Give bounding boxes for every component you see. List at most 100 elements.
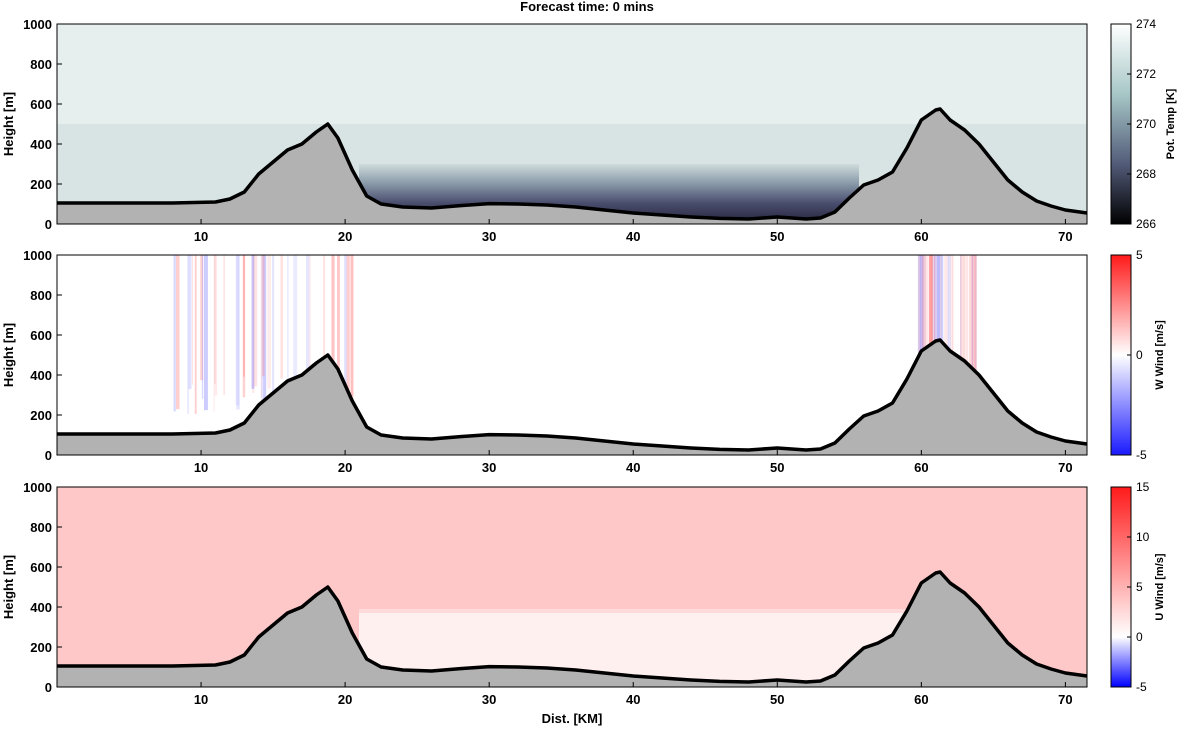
w-wind-streak <box>937 255 941 391</box>
colorbar-tick-label: 268 <box>1136 167 1156 181</box>
terrain-outline <box>57 338 1088 452</box>
w-wind-streak <box>936 255 941 391</box>
w-wind-streak <box>243 255 245 377</box>
colorbar-tick-labels: 274 272 270 268 266 <box>1127 17 1156 231</box>
x-tick-label: 30 <box>482 692 496 707</box>
w-wind-streak <box>971 255 974 413</box>
w-wind-streak <box>308 255 311 397</box>
colorbar-tick-label: 272 <box>1136 67 1156 81</box>
y-tick-labels: 0 200 400 600 800 1000 <box>23 248 62 463</box>
colorbar-tick-label: 274 <box>1136 17 1156 31</box>
w-wind-streak <box>293 255 298 398</box>
x-tick-labels: 10 20 30 40 50 60 70 <box>194 450 1073 475</box>
colorbar-tick-label: 5 <box>1136 580 1143 594</box>
y-axis-label: Height [m] <box>1 323 16 387</box>
x-axis-label: Dist. [KM] <box>542 711 603 726</box>
x-tick-label: 10 <box>194 460 208 475</box>
w-wind-streak <box>223 255 225 396</box>
w-wind-streak <box>974 255 977 412</box>
w-wind-streak <box>262 255 265 377</box>
w-wind-streak <box>194 255 197 415</box>
x-tick-label: 10 <box>194 229 208 244</box>
x-tick-label: 60 <box>914 692 928 707</box>
w-wind-streak <box>280 255 283 379</box>
colorbar-tick-label: 10 <box>1136 530 1150 544</box>
w-wind-streak <box>933 255 935 388</box>
w-wind-streak <box>975 255 977 407</box>
colorbar-tick-label: 266 <box>1136 217 1156 231</box>
field-upper-layer <box>57 24 1087 124</box>
x-tick-label: 70 <box>1058 460 1072 475</box>
w-wind-streak <box>235 255 240 406</box>
y-tick-labels: 0 200 400 600 800 1000 <box>23 480 62 695</box>
w-wind-streak <box>173 255 176 412</box>
terrain <box>57 572 1087 687</box>
w-wind-streak <box>945 255 949 412</box>
w-wind-streak <box>960 255 962 402</box>
terrain <box>57 109 1087 224</box>
y-tick-label: 600 <box>30 560 52 575</box>
x-tick-label: 70 <box>1058 229 1072 244</box>
y-tick-label: 800 <box>30 288 52 303</box>
w-wind-streak <box>932 255 936 396</box>
w-wind-streak <box>960 255 963 402</box>
y-tick-label: 400 <box>30 600 52 615</box>
colorbar-tick-label: 0 <box>1136 630 1143 644</box>
y-tick-label: 1000 <box>23 248 52 263</box>
w-wind-streak <box>272 255 275 407</box>
y-tick-label: 200 <box>30 177 52 192</box>
w-wind-streak <box>944 255 947 399</box>
y-tick-label: 0 <box>45 217 52 232</box>
w-wind-streak <box>200 255 204 381</box>
w-wind-streak <box>962 255 966 400</box>
w-wind-streak <box>950 255 953 382</box>
w-wind-streak <box>920 255 924 414</box>
colorbar-tick-label: 5 <box>1136 248 1143 262</box>
x-tick-label: 40 <box>626 460 640 475</box>
y-tick-label: 1000 <box>23 480 52 495</box>
y-tick-label: 200 <box>30 640 52 655</box>
colorbar-tick-label: 270 <box>1136 117 1156 131</box>
y-tick-label: 200 <box>30 408 52 423</box>
w-wind-streak <box>952 255 954 415</box>
terrain-outline <box>57 570 1088 684</box>
colorbar-tick-label: -5 <box>1136 448 1147 462</box>
w-wind-streak <box>204 255 208 411</box>
x-tick-label: 40 <box>626 229 640 244</box>
x-tick-labels: 10 20 30 40 50 60 70 <box>194 682 1073 707</box>
x-tick-label: 60 <box>914 229 928 244</box>
colorbar-tick-label: 15 <box>1136 480 1150 494</box>
x-tick-label: 10 <box>194 692 208 707</box>
x-tick-label: 20 <box>338 692 352 707</box>
w-wind-streak <box>191 255 193 385</box>
w-wind-streak <box>927 255 929 377</box>
w-wind-streak <box>323 255 325 406</box>
w-wind-streak <box>934 255 938 401</box>
x-tick-label: 30 <box>482 460 496 475</box>
w-wind-streak <box>337 255 340 382</box>
axes-box <box>56 486 1088 688</box>
y-tick-label: 600 <box>30 328 52 343</box>
colorbar-tick-labels: 5 0 -5 <box>1127 248 1147 462</box>
w-wind-streak <box>972 255 974 396</box>
w-wind-streak <box>930 255 934 398</box>
w-wind-streak <box>214 255 216 385</box>
y-tick-label: 0 <box>45 448 52 463</box>
axes-box <box>56 23 1088 225</box>
y-tick-labels: 0 200 400 600 800 1000 <box>23 17 62 232</box>
terrain <box>57 340 1087 455</box>
w-wind-streak <box>929 255 933 400</box>
w-wind-streak <box>251 255 255 389</box>
colorbar-label: Pot. Temp [K] <box>1165 88 1177 159</box>
x-tick-labels: 10 20 30 40 50 60 70 <box>194 219 1073 244</box>
w-wind-streak <box>287 255 289 380</box>
x-tick-label: 50 <box>770 229 784 244</box>
w-wind-streak <box>188 255 192 390</box>
w-wind-streak <box>252 255 255 393</box>
w-wind-streak <box>922 255 924 394</box>
field-cold-pool-edge <box>359 609 914 613</box>
w-wind-streak <box>350 255 354 409</box>
x-tick-label: 30 <box>482 229 496 244</box>
